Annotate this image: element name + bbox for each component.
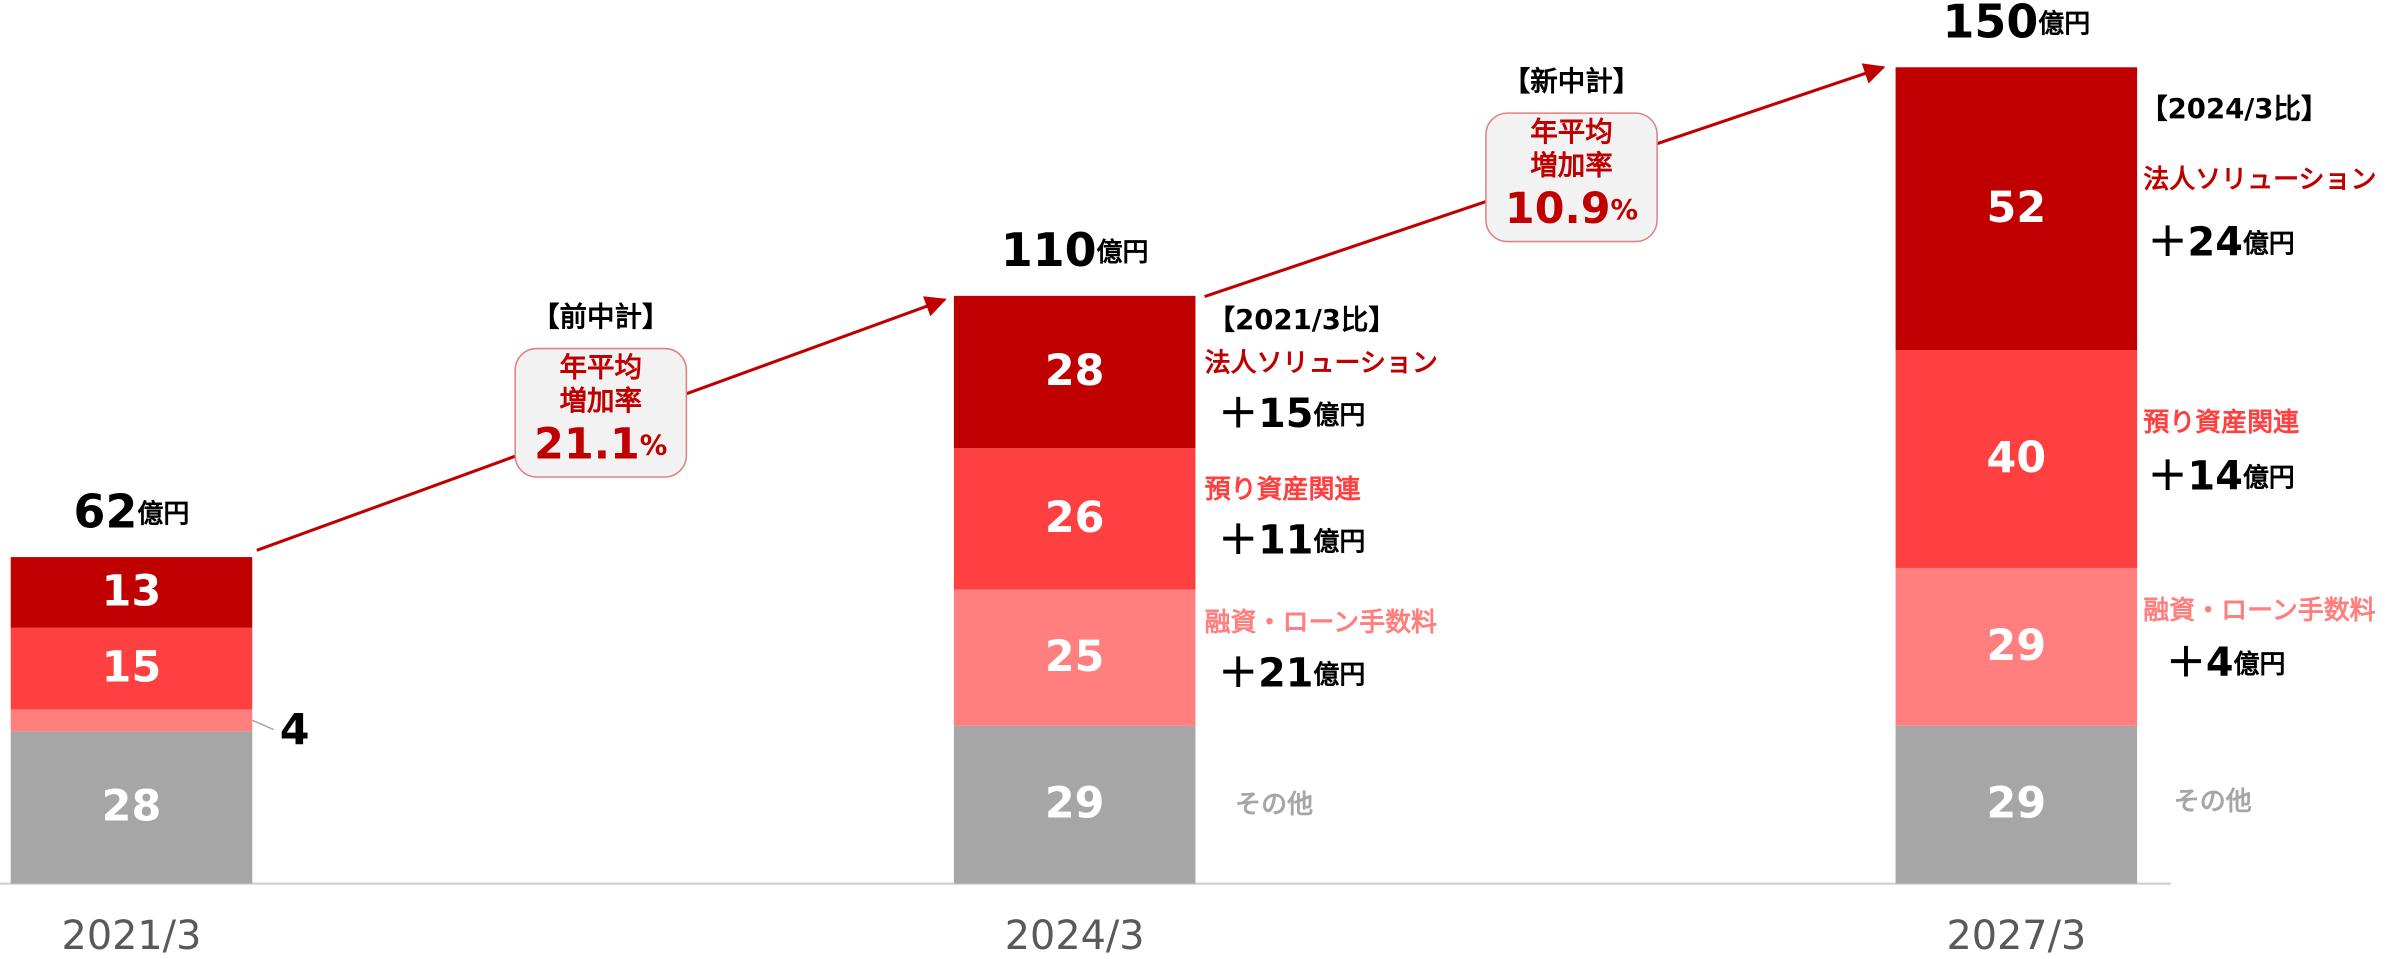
growth-box: [514, 347, 688, 478]
bar-segment: [953, 725, 1196, 884]
series-name: その他: [2174, 787, 2252, 817]
growth-rate-value: 21.1: [534, 419, 640, 469]
series-name: 法人ソリューション: [1205, 348, 1438, 378]
bar-segment: [1895, 567, 2138, 726]
segment-label: 13: [102, 566, 162, 616]
total-label: 150億円: [1943, 0, 2091, 48]
change-unit: 億円: [2243, 463, 2295, 493]
growth-box: [1485, 112, 1658, 243]
total-value: 110: [1001, 223, 1097, 277]
change-label: ＋15億円: [1218, 390, 1365, 436]
bar-segment: [953, 589, 1196, 726]
x-tick-label: 2024/3: [1005, 913, 1145, 959]
growth-heading: 【前中計】: [532, 301, 670, 333]
change-unit: 億円: [1313, 400, 1365, 430]
leader-line: [251, 719, 274, 731]
change-unit: 億円: [1313, 660, 1365, 690]
series-name: 預り資産関連: [1205, 474, 1362, 505]
total-value: 62: [74, 484, 138, 538]
segment-label: 28: [1045, 346, 1105, 396]
series-name: 預り資産関連: [2143, 407, 2300, 438]
growth-heading: 【新中計】: [1503, 66, 1641, 98]
bar-segment: [953, 295, 1196, 449]
change-unit: 億円: [2243, 229, 2295, 259]
bar-segment: [10, 731, 253, 884]
series-name: 法人ソリューション: [2143, 165, 2376, 195]
bar-segment: [953, 448, 1196, 590]
change-value: ＋14: [2148, 453, 2243, 499]
total-value: 150: [1943, 0, 2039, 48]
bar-segment: [1895, 725, 2138, 884]
total-unit: 億円: [1097, 238, 1149, 268]
bar-segment: [10, 627, 253, 710]
change-value: ＋4: [2166, 640, 2233, 686]
bar-segment: [10, 557, 253, 628]
bar-segment: [1895, 350, 2138, 568]
change-label: ＋14億円: [2148, 453, 2295, 499]
change-value: ＋15: [1218, 390, 1313, 436]
bar-segment: [10, 709, 253, 732]
growth-line: 年平均: [560, 351, 643, 383]
x-tick-label: 2021/3: [62, 913, 202, 959]
segment-label: 25: [1045, 632, 1105, 682]
series-name: 融資・ローン手数料: [2143, 596, 2375, 626]
growth-rate: 10.9%: [1505, 183, 1638, 233]
change-label: ＋11億円: [1218, 517, 1365, 563]
change-unit: 億円: [2234, 650, 2286, 680]
change-label: ＋24億円: [2148, 219, 2295, 265]
change-value: ＋24: [2148, 219, 2243, 265]
segment-label: 26: [1045, 493, 1105, 543]
total-unit: 億円: [2038, 9, 2090, 39]
growth-line: 増加率: [560, 385, 643, 417]
segment-label: 4: [280, 705, 310, 755]
change-label: ＋21億円: [1218, 650, 1365, 696]
segment-label: 29: [1045, 779, 1105, 829]
comparison-heading: 【2024/3比】: [2140, 93, 2328, 125]
segment-label: 52: [1987, 183, 2047, 233]
total-label: 62億円: [74, 484, 190, 538]
change-value: ＋21: [1218, 650, 1313, 696]
segment-label: 29: [1987, 621, 2047, 671]
bar-segment: [1895, 67, 2138, 351]
growth-line: 増加率: [1530, 150, 1613, 182]
growth-rate-unit: %: [1611, 194, 1639, 226]
series-name: 融資・ローン手数料: [1205, 608, 1437, 638]
growth-rate-unit: %: [640, 429, 668, 461]
growth-line: 年平均: [1530, 116, 1613, 148]
segment-label: 29: [1987, 779, 2047, 829]
change-value: ＋11: [1218, 517, 1313, 563]
x-tick-label: 2027/3: [1946, 913, 2086, 959]
total-unit: 億円: [137, 499, 189, 529]
segment-label: 28: [102, 781, 162, 831]
total-label: 110億円: [1001, 223, 1149, 277]
series-name: その他: [1235, 790, 1313, 820]
change-label: ＋4億円: [2166, 640, 2285, 686]
segment-label: 15: [102, 643, 162, 693]
growth-rate-value: 10.9: [1505, 183, 1611, 233]
segment-label: 40: [1987, 433, 2047, 483]
growth-rate: 21.1%: [534, 419, 667, 469]
comparison-heading: 【2021/3比】: [1208, 304, 1396, 336]
change-unit: 億円: [1313, 527, 1365, 557]
